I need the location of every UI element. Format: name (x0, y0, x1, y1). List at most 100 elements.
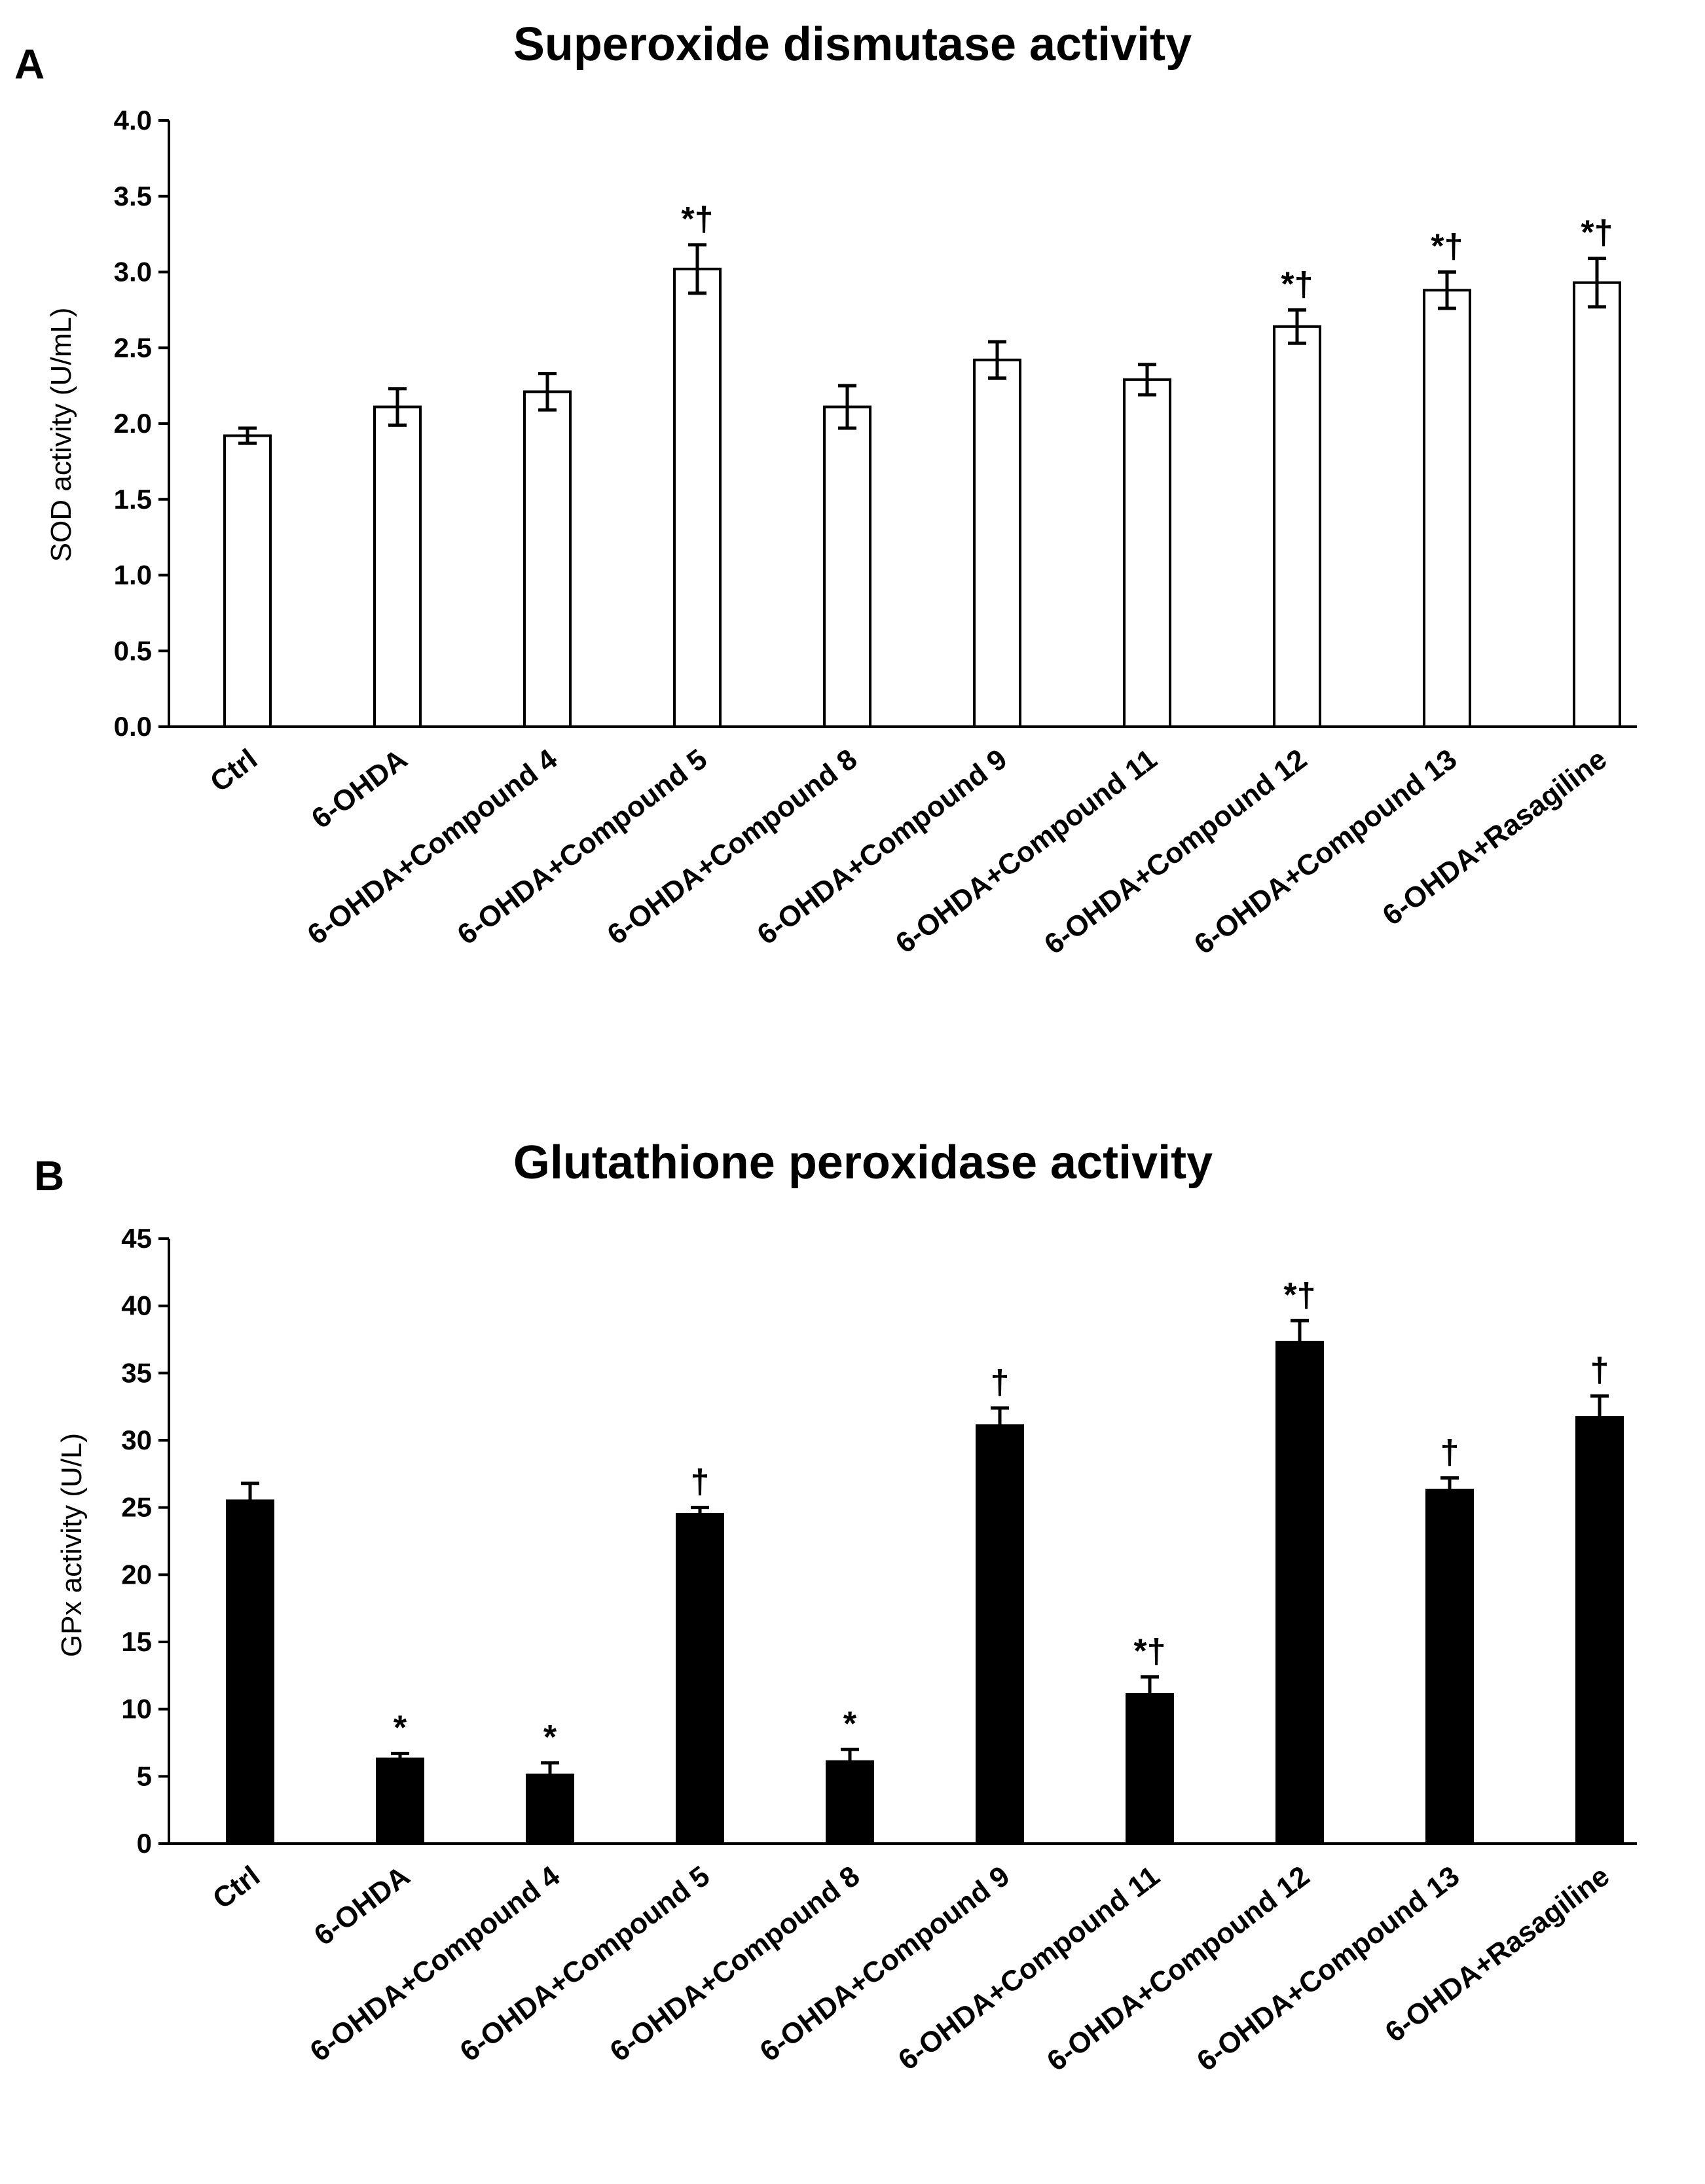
error-bars-b (241, 1319, 1609, 1789)
error-bar (1291, 1319, 1309, 1366)
y-tick-label: 35 (121, 1357, 152, 1388)
bar (1425, 1488, 1474, 1846)
error-bar (388, 387, 407, 427)
axes-b (168, 1239, 1637, 1845)
significance-mark: * (394, 1709, 407, 1747)
y-tick-label: 1.0 (114, 560, 152, 591)
bar (1575, 1416, 1624, 1845)
y-axis-label-a: SOD activity (U/mL) (45, 308, 77, 562)
bar (1573, 281, 1621, 728)
bar (676, 1512, 724, 1846)
panel-a: A Superoxide dismutase activity SOD acti… (14, 18, 1637, 960)
bar (223, 434, 272, 729)
y-tick-label: 2.0 (114, 408, 152, 439)
x-tick-label: 6-OHDA+Compound 4 (302, 743, 564, 951)
y-tick-label: 0 (137, 1828, 152, 1859)
significance-mark: † (691, 1463, 710, 1501)
bar (1423, 289, 1471, 728)
chart-title-a: Superoxide dismutase activity (513, 18, 1192, 71)
significance-marks-b: * *†*†*†*††† (394, 1276, 1609, 1756)
y-tick-label: 4.0 (114, 105, 152, 136)
significance-mark: *† (1281, 265, 1313, 303)
x-tick-label: 6-OHDA+Compound 11 (890, 743, 1163, 960)
bar (976, 1424, 1024, 1845)
error-bar (541, 1761, 559, 1789)
significance-mark: † (1590, 1351, 1609, 1389)
error-bar (991, 1406, 1009, 1445)
panel-letter-b: B (34, 1152, 64, 1199)
x-tick-label: 6-OHDA (308, 1860, 416, 1952)
error-bar (1590, 1394, 1609, 1441)
bar (823, 405, 871, 728)
panel-letter-a: A (14, 41, 45, 88)
bar (373, 405, 422, 728)
y-tick-label: 5 (137, 1760, 152, 1791)
y-tick-label: 3.0 (114, 257, 152, 287)
error-bar (1141, 1675, 1159, 1714)
bar (673, 267, 722, 728)
axes-a (168, 120, 1637, 728)
y-tick-label: 30 (121, 1425, 152, 1455)
x-tick-label: Ctrl (207, 1860, 266, 1916)
bar (523, 390, 572, 728)
x-tick-label: 6-OHDA+Compound 13 (1191, 1860, 1465, 2078)
x-tick-label: 6-OHDA+Compound 8 (602, 743, 863, 951)
significance-mark: * (843, 1705, 857, 1743)
y-tick-label: 1.5 (114, 484, 152, 515)
error-bar (838, 384, 856, 430)
panel-b: B Glutathione peroxidase activity GPx ac… (34, 1137, 1637, 2077)
x-tick-label: 6-OHDA+Compound 5 (452, 743, 713, 951)
chart-title-b: Glutathione peroxidase activity (513, 1137, 1213, 1189)
y-axis-label-b: GPx activity (U/L) (56, 1433, 88, 1657)
significance-mark: * (543, 1719, 557, 1756)
bar (376, 1757, 424, 1845)
error-bar (538, 372, 557, 412)
bars-b (226, 1341, 1624, 1846)
x-tick-label: 6-OHDA+Compound 8 (604, 1860, 866, 2068)
y-ticks-b: 0 5 10 15 20 25 30 35 40 45 (121, 1223, 169, 1859)
error-bar (688, 243, 706, 295)
significance-mark: † (1440, 1433, 1459, 1471)
significance-mark: *† (1581, 214, 1613, 252)
error-bars-a (238, 243, 1606, 445)
error-bar (988, 340, 1006, 380)
x-tick-label: 6-OHDA+Compound 9 (752, 743, 1013, 951)
significance-mark: *† (1283, 1276, 1315, 1314)
error-bar (841, 1747, 859, 1775)
error-bar (1588, 257, 1606, 309)
significance-mark: *† (1431, 228, 1463, 266)
error-bar (1138, 363, 1156, 397)
bar (1273, 325, 1321, 728)
bar (226, 1499, 274, 1845)
y-tick-label: 45 (121, 1223, 152, 1254)
significance-mark: *† (1133, 1632, 1165, 1670)
error-bar (1288, 308, 1306, 345)
error-bar (391, 1751, 409, 1766)
x-tick-label: 6-OHDA (306, 743, 413, 835)
x-tick-label: 6-OHDA+Compound 9 (754, 1860, 1016, 2068)
x-tick-label: 6-OHDA+Compound 13 (1188, 743, 1463, 961)
bar (1275, 1341, 1324, 1845)
error-bar (238, 426, 257, 445)
error-bar (241, 1482, 259, 1520)
error-bar (1438, 270, 1456, 310)
y-tick-label: 40 (121, 1290, 152, 1321)
y-tick-label: 3.5 (114, 181, 152, 211)
x-tick-label: Ctrl (204, 743, 263, 799)
error-bar (1440, 1476, 1459, 1504)
bars-a (223, 267, 1621, 729)
y-tick-label: 10 (121, 1694, 152, 1724)
y-ticks-a: 0.0 0.5 1.0 1.5 2.0 2.5 3.0 3.5 4.0 (114, 105, 169, 742)
significance-marks-a: *† *† *† *† (681, 200, 1613, 304)
x-tick-label: 6-OHDA+Compound 12 (1038, 743, 1313, 961)
bar (973, 358, 1021, 728)
x-tick-label: 6-OHDA+Compound 12 (1041, 1860, 1315, 2078)
x-tick-label: 6-OHDA+Compound 5 (454, 1860, 716, 2068)
y-tick-label: 20 (121, 1559, 152, 1590)
bar (1126, 1693, 1174, 1846)
x-tick-label: 6-OHDA+Compound 11 (892, 1860, 1165, 2077)
y-tick-label: 15 (121, 1626, 152, 1657)
